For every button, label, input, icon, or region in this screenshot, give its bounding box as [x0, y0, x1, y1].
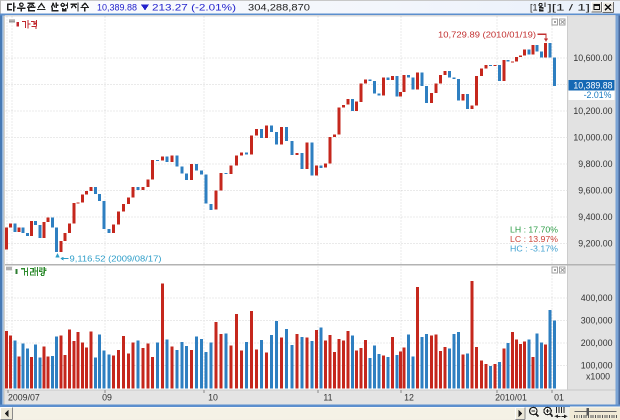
svg-text:x1000: x1000: [586, 372, 610, 382]
svg-text:213.27 (-2.01%): 213.27 (-2.01%): [152, 3, 236, 13]
svg-text:09: 09: [102, 393, 112, 403]
svg-text:[1: [1: [530, 3, 538, 13]
svg-text:9,200.00: 9,200.00: [578, 239, 612, 249]
svg-text:304,288,870: 304,288,870: [248, 3, 310, 13]
svg-text:10,729.89 (2010/01/19): 10,729.89 (2010/01/19): [438, 30, 536, 40]
svg-text:11: 11: [323, 393, 332, 403]
svg-text:10,389.88: 10,389.88: [573, 81, 612, 91]
svg-text:2009/07: 2009/07: [8, 393, 40, 403]
svg-text:12: 12: [404, 393, 414, 403]
svg-text:-2.01%: -2.01%: [584, 90, 612, 100]
svg-text:9,800.00: 9,800.00: [578, 159, 612, 169]
svg-text:LH : 17.70%: LH : 17.70%: [510, 226, 558, 235]
svg-text:01: 01: [554, 393, 564, 403]
svg-text:LC : 13.97%: LC : 13.97%: [510, 235, 558, 244]
svg-text:300,000: 300,000: [581, 316, 613, 326]
svg-text:10,000.00: 10,000.00: [573, 133, 612, 143]
svg-text:10,600.00: 10,600.00: [573, 53, 612, 63]
svg-text:10: 10: [208, 393, 218, 403]
svg-text:9,116.52 (2009/08/17): 9,116.52 (2009/08/17): [70, 254, 162, 264]
svg-text:2010/01: 2010/01: [495, 393, 527, 403]
svg-text:][1 / 1]: ][1 / 1]: [548, 3, 591, 13]
svg-text:9,600.00: 9,600.00: [578, 186, 612, 196]
svg-text:10,389.88: 10,389.88: [97, 3, 137, 13]
svg-text:9,400.00: 9,400.00: [578, 212, 612, 222]
svg-text:10,200.00: 10,200.00: [573, 106, 612, 116]
svg-text:200,000: 200,000: [581, 338, 613, 348]
svg-text:HC : -3.17%: HC : -3.17%: [510, 244, 558, 253]
svg-text:400,000: 400,000: [581, 293, 613, 303]
svg-text:100,000: 100,000: [581, 361, 613, 371]
